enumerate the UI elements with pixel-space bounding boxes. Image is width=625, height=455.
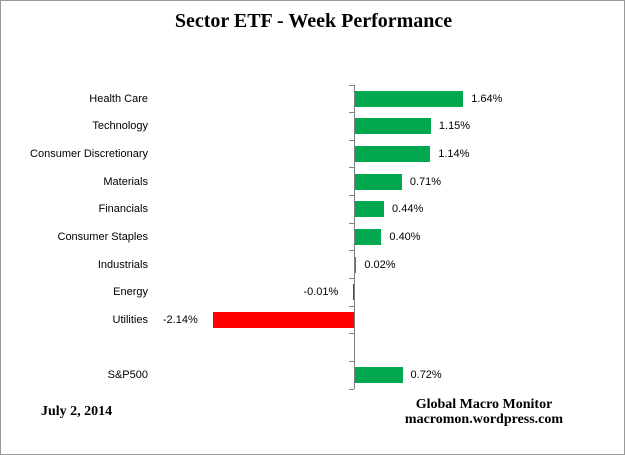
bar-energy: [353, 284, 354, 301]
axis-tick: [349, 112, 354, 114]
bar-consumer-discretionary: [355, 146, 431, 163]
axis-tick: [349, 195, 354, 197]
value-label: 0.40%: [389, 231, 421, 243]
axis-tick: [349, 388, 354, 390]
bar-s-p500: [355, 367, 403, 384]
value-label: -2.14%: [162, 313, 198, 326]
attribution-line2: macromon.wordpress.com: [404, 412, 564, 427]
category-label: Industrials: [97, 258, 148, 271]
value-label: 0.71%: [409, 175, 442, 188]
category-label: Energy: [113, 286, 148, 299]
category-label: Technology: [92, 120, 148, 133]
value-label: 0.72%: [410, 369, 442, 382]
axis-tick: [349, 360, 354, 362]
bar-materials: [355, 173, 402, 190]
y-axis-line: [354, 85, 355, 389]
category-label: S&P500: [107, 369, 148, 382]
bar-health-care: [355, 90, 464, 107]
category-label: Financials: [98, 203, 148, 216]
category-label: Consumer Staples: [57, 231, 149, 243]
category-label: Health Care: [89, 92, 148, 105]
value-label: 1.14%: [438, 148, 470, 161]
bar-financials: [355, 201, 385, 218]
value-label: 0.44%: [392, 203, 424, 216]
axis-tick: [349, 84, 354, 86]
category-label: Consumer Discretionary: [30, 148, 148, 161]
value-label: 1.15%: [438, 120, 471, 133]
value-label: -0.01%: [303, 286, 339, 299]
category-label: Materials: [103, 175, 148, 188]
bar-consumer-staples: [355, 229, 382, 245]
value-label: 1.64%: [471, 92, 503, 105]
value-label: 0.02%: [364, 258, 396, 271]
axis-tick: [349, 167, 354, 169]
axis-tick: [349, 222, 354, 224]
category-label: Utilities: [112, 313, 148, 326]
chart-title: Sector ETF - Week Performance: [174, 10, 453, 32]
axis-tick: [349, 305, 354, 307]
bar-utilities: [212, 311, 354, 328]
attribution-block: Global Macro Monitor macromon.wordpress.…: [359, 397, 609, 427]
axis-tick: [349, 277, 354, 279]
axis-tick: [349, 139, 354, 141]
date-label: July 2, 2014: [41, 404, 113, 419]
axis-tick: [349, 333, 354, 335]
axis-tick: [349, 250, 354, 252]
attribution-line1: Global Macro Monitor: [415, 397, 553, 412]
bar-technology: [355, 118, 431, 135]
bar-industrials: [355, 256, 357, 273]
